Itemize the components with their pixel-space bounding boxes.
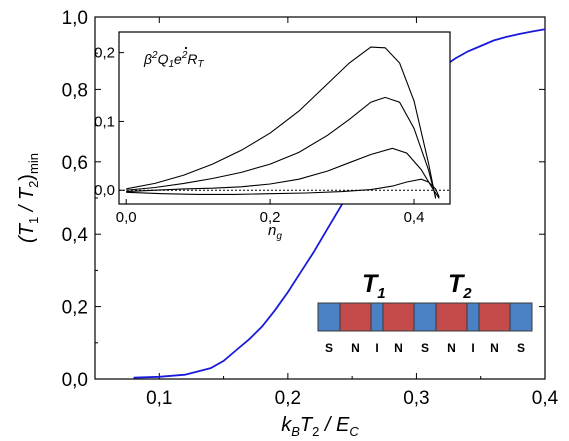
inset-annotation-1-sub: 1 <box>168 59 174 70</box>
inset-annotation-r: R <box>187 51 197 67</box>
y-axis-title-close: ) <box>16 174 38 181</box>
device-block <box>509 302 533 332</box>
device-block <box>370 302 384 332</box>
x-tick-label: 0,3 <box>403 388 429 409</box>
device-block-label: N <box>394 341 403 355</box>
inset-tick-labels: 0,0 0,2 0,4 0,0 0,1 0,2 <box>94 45 424 226</box>
device-label-t2-main: T <box>448 270 466 298</box>
y-tick-label: 0,8 <box>62 80 88 101</box>
x-axis-title-t: T <box>300 414 314 436</box>
y-tick-label: 1,0 <box>62 8 88 29</box>
inset-annotation-e: e <box>174 51 182 67</box>
inset-annotation-exp-2: 2 <box>151 50 158 61</box>
x-axis-title-slash-e: / E <box>319 414 350 436</box>
inset-x-title-g-sub: g <box>276 231 282 242</box>
inset-x-axis-title: ng <box>268 222 282 242</box>
device-label-t1: T1 <box>362 270 386 302</box>
x-axis-title: kBT2 / EC <box>281 414 359 439</box>
inset-series-line-2 <box>126 96 437 198</box>
device-label-t2: T2 <box>448 270 472 302</box>
inset-x-tick-label: 0,2 <box>260 209 281 226</box>
x-tick-label: 0,1 <box>146 388 172 409</box>
x-axis-title-b-sub: B <box>291 424 300 439</box>
device-block-label: I <box>375 341 378 355</box>
device-block <box>317 302 341 332</box>
x-tick-label: 0,4 <box>532 388 559 409</box>
inset-y-tick-label: 0,0 <box>94 182 115 199</box>
inset-y-tick-label: 0,2 <box>94 45 115 62</box>
main-axis-ticks <box>94 16 546 380</box>
device-block <box>382 302 415 332</box>
y-tick-label: 0,0 <box>62 370 88 391</box>
y-axis-title: (T1 / T2)min <box>16 153 41 243</box>
inset-series-line-3 <box>126 147 440 199</box>
x-axis-title-c-sub: C <box>349 424 359 439</box>
device-block-label: S <box>325 341 333 355</box>
inset-x-tick-label: 0,4 <box>404 209 425 226</box>
device-block <box>339 302 372 332</box>
inset-series-lines <box>126 46 440 199</box>
inset-annotation-beta: β <box>143 51 152 67</box>
device-block-label: I <box>471 341 474 355</box>
device-block-label: S <box>517 341 525 355</box>
inset-plot-frame <box>118 31 451 205</box>
inset-series-line-4 <box>126 178 440 198</box>
device-block <box>413 302 437 332</box>
device-label-t1-main: T <box>362 270 380 298</box>
y-axis-title-min-sub: min <box>26 153 41 174</box>
device-block <box>435 302 468 332</box>
inset-series-line-1 <box>126 46 437 199</box>
device-block <box>478 302 511 332</box>
inset-axis-ticks <box>119 52 415 204</box>
device-block <box>466 302 480 332</box>
x-axis-title-k: k <box>281 414 292 436</box>
inset-y-tick-label: 0,1 <box>94 113 115 130</box>
inset-annotation-dot <box>184 46 188 50</box>
y-axis-title-slash-t: / T <box>16 186 38 217</box>
y-tick-label: 0,6 <box>62 153 88 174</box>
device-label-t2-sub: 2 <box>462 285 472 302</box>
x-tick-label: 0,2 <box>275 388 301 409</box>
inset-annotation-t-sub: T <box>198 59 205 70</box>
inset-x-title-n: n <box>268 222 276 239</box>
y-axis-title-2-sub: 2 <box>26 181 41 188</box>
y-axis-title-1-sub: 1 <box>26 217 41 224</box>
main-tick-labels: 0,1 0,2 0,3 0,4 0,0 0,2 0,4 0,6 0,8 1,0 <box>62 8 559 409</box>
y-tick-label: 0,2 <box>62 298 88 319</box>
device-block-label: N <box>447 341 456 355</box>
y-axis-title-open: (T <box>16 222 38 243</box>
inset-annotation: β2Q1e2RT <box>143 50 205 70</box>
device-block-label: S <box>421 341 429 355</box>
device-block-label: N <box>351 341 360 355</box>
inset-annotation-exp-2b: 2 <box>181 50 188 61</box>
inset-x-tick-label: 0,0 <box>116 209 137 226</box>
device-label-t1-sub: 1 <box>377 285 385 302</box>
device-block-label: N <box>490 341 499 355</box>
y-tick-label: 0,4 <box>62 225 89 246</box>
inset-annotation-q: Q <box>158 51 169 67</box>
x-axis-title-2-sub: 2 <box>312 424 319 439</box>
